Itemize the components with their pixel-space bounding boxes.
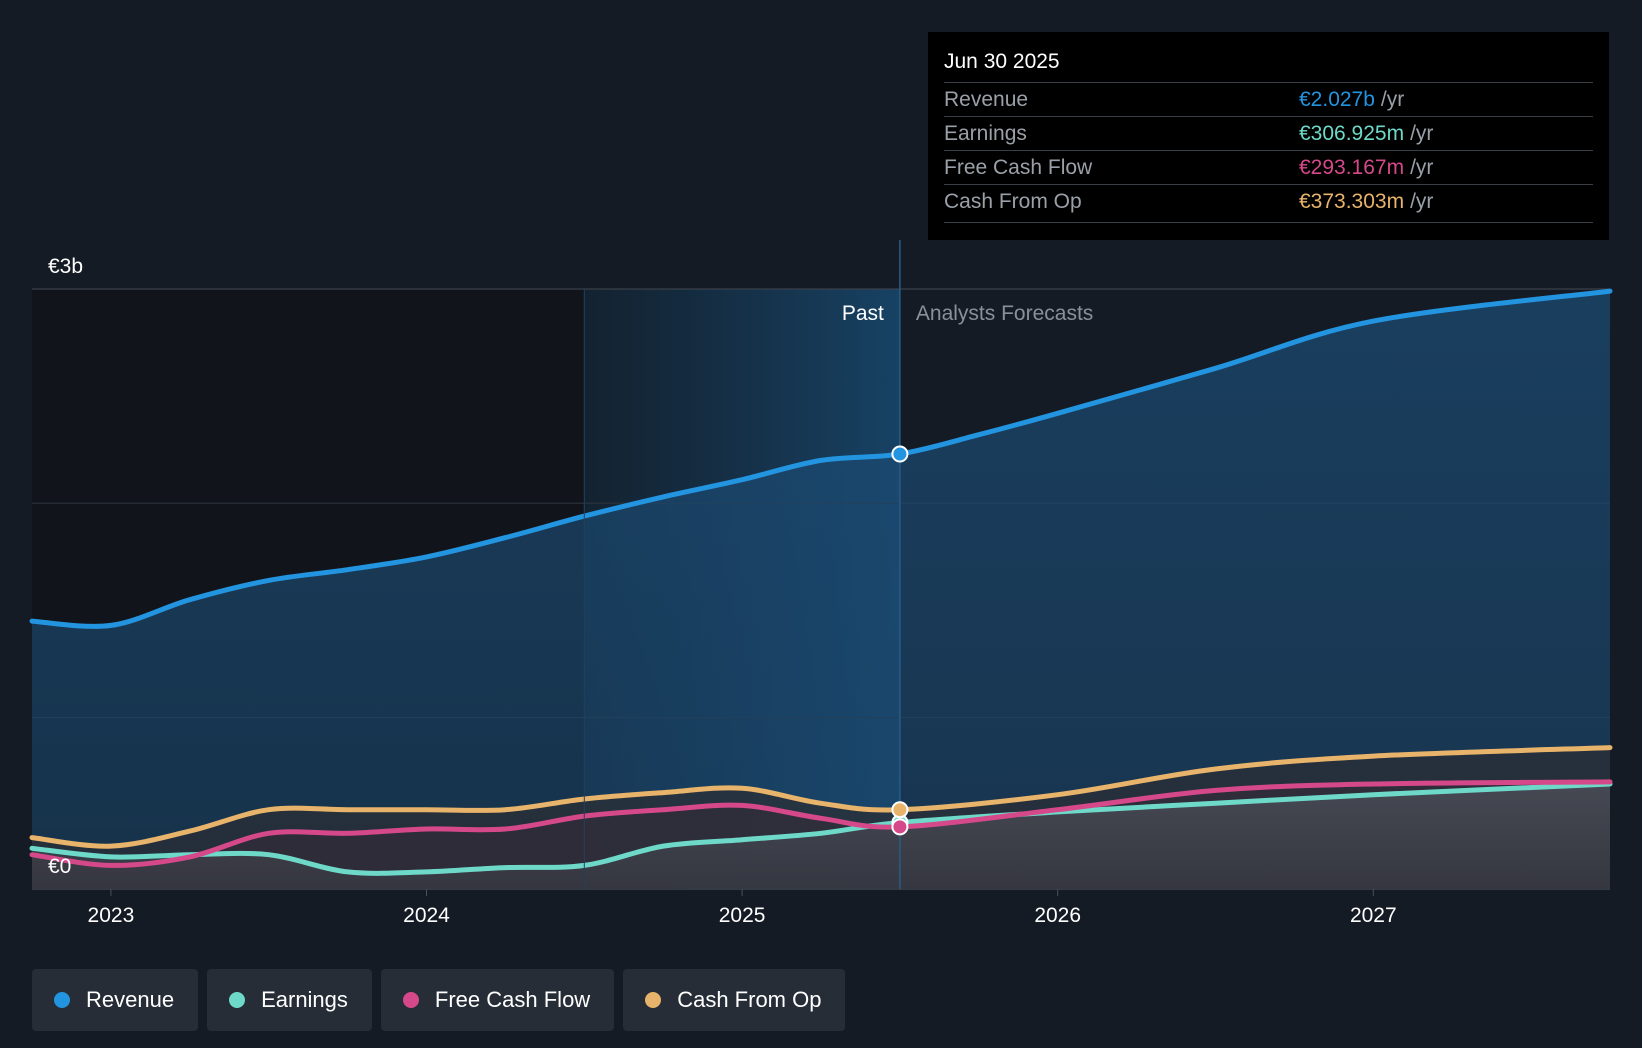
legend-label: Free Cash Flow	[434, 987, 591, 1012]
cash-from-op-marker	[891, 801, 909, 819]
legend-label: Cash From Op	[677, 987, 822, 1012]
tooltip-row-revenue: Revenue €2.027b/yr	[944, 82, 1593, 117]
revenue-line	[29, 288, 1613, 629]
past-label: Past	[842, 302, 884, 325]
y-tick-label: €0	[48, 855, 71, 878]
tooltip-divider	[944, 222, 1593, 223]
legend-label: Revenue	[86, 987, 175, 1012]
x-tick-label: 2026	[1034, 904, 1081, 927]
tooltip: Jun 30 2025 Revenue €2.027b/yr Earnings …	[928, 32, 1609, 240]
tooltip-value: €2.027b/yr	[1299, 88, 1405, 111]
legend-item-free-cash-flow[interactable]: Free Cash Flow	[380, 969, 615, 1031]
tooltip-value: €293.167m/yr	[1299, 156, 1434, 179]
legend-item-earnings[interactable]: Earnings	[207, 969, 372, 1031]
x-tick-label: 2027	[1350, 904, 1397, 927]
free-cash-flow-dot-icon	[402, 992, 419, 1008]
revenue-area	[32, 291, 1610, 890]
legend-item-cash-from-op[interactable]: Cash From Op	[623, 969, 846, 1031]
earnings-dot-icon	[229, 992, 246, 1008]
revenue-dot-icon	[54, 992, 70, 1008]
x-tick-label: 2025	[719, 904, 766, 927]
tooltip-label: Earnings	[944, 122, 1027, 145]
free-cash-flow-line	[29, 779, 1613, 868]
tooltip-row-cash-from-op: Cash From Op €373.303m/yr	[944, 184, 1593, 219]
tooltip-label: Revenue	[944, 88, 1029, 111]
legend-label: Earnings	[261, 987, 348, 1012]
free-cash-flow-marker	[891, 818, 909, 836]
revenue-marker	[891, 445, 909, 463]
tooltip-label: Cash From Op	[944, 190, 1082, 213]
cash-from-op-dot-icon	[645, 992, 662, 1008]
tooltip-row-free-cash-flow: Free Cash Flow €293.167m/yr	[944, 150, 1593, 185]
tooltip-value: €373.303m/yr	[1299, 190, 1434, 213]
x-tick-label: 2024	[403, 904, 450, 927]
cash-from-op-line	[29, 745, 1613, 849]
earnings-area	[32, 784, 1610, 889]
legend: Revenue Earnings Free Cash Flow Cash Fro…	[32, 969, 846, 1031]
tooltip-label: Free Cash Flow	[944, 156, 1093, 179]
tooltip-value: €306.925m/yr	[1299, 122, 1434, 145]
legend-item-revenue[interactable]: Revenue	[32, 969, 199, 1031]
forecast-label: Analysts Forecasts	[916, 302, 1093, 325]
earnings-line	[29, 781, 1613, 876]
x-tick-label: 2023	[88, 904, 135, 927]
y-tick-label: €3b	[48, 255, 83, 278]
tooltip-date: Jun 30 2025	[944, 50, 1060, 73]
tooltip-row-earnings: Earnings €306.925m/yr	[944, 116, 1593, 151]
